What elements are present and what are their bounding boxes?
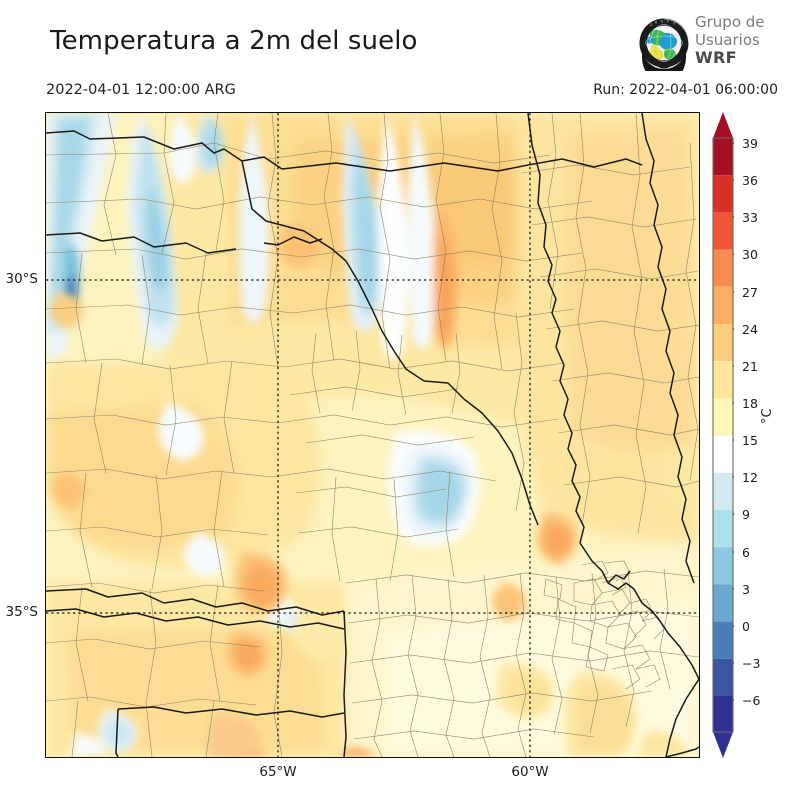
colorbar-tick-33: 33 [742,210,758,225]
colorbar-tick-9: 9 [742,507,750,522]
svg-text:O: O [673,21,676,25]
colorbar-tick-39: 39 [742,136,758,151]
run-time-label: Run: 2022-04-01 06:00:00 [593,82,778,98]
colorbar-tick-neg6: −6 [742,693,761,708]
colorbar-tick-36: 36 [742,173,758,188]
logo-line-2: Usuarios [695,30,760,49]
colorbar-tick-neg3: −3 [742,656,761,671]
x-tick-60W: 60°W [511,764,549,780]
colorbar-tick-18: 18 [742,396,758,411]
svg-text:G: G [650,23,653,27]
page-title: Temperatura a 2m del suelo [50,26,418,56]
svg-text:U: U [661,19,663,23]
y-tick-30S: 30°S [5,271,39,287]
valid-time-label: 2022-04-01 12:00:00 ARG [46,82,236,98]
svg-text:R: R [655,20,658,24]
temperature-map-panel[interactable] [45,112,700,758]
colorbar-tick-30: 30 [742,247,758,262]
colorbar-tick-24: 24 [742,322,758,337]
colorbar-unit-label: °C [760,408,775,424]
x-tick-65W: 65°W [259,764,297,780]
colorbar-tick-0: 0 [742,619,750,634]
logo-text-block: Grupo de Usuarios WRF [695,13,793,67]
colorbar-tick-3: 3 [742,582,750,597]
colorbar-tick-12: 12 [742,470,758,485]
colorbar-tick-6: 6 [742,545,750,560]
colorbar-tick-21: 21 [742,359,758,374]
colorbar-tick-27: 27 [742,285,758,300]
colorbar-tick-15: 15 [742,433,758,448]
svg-text:P: P [667,20,669,24]
logo-line-1: Grupo de [695,13,765,31]
temperature-colorbar[interactable]: 39 36 33 30 27 24 21 18 15 12 9 6 3 0 −3… [712,112,760,758]
logo-line-3: WRF [695,48,737,67]
y-tick-35S: 35°S [5,604,39,620]
